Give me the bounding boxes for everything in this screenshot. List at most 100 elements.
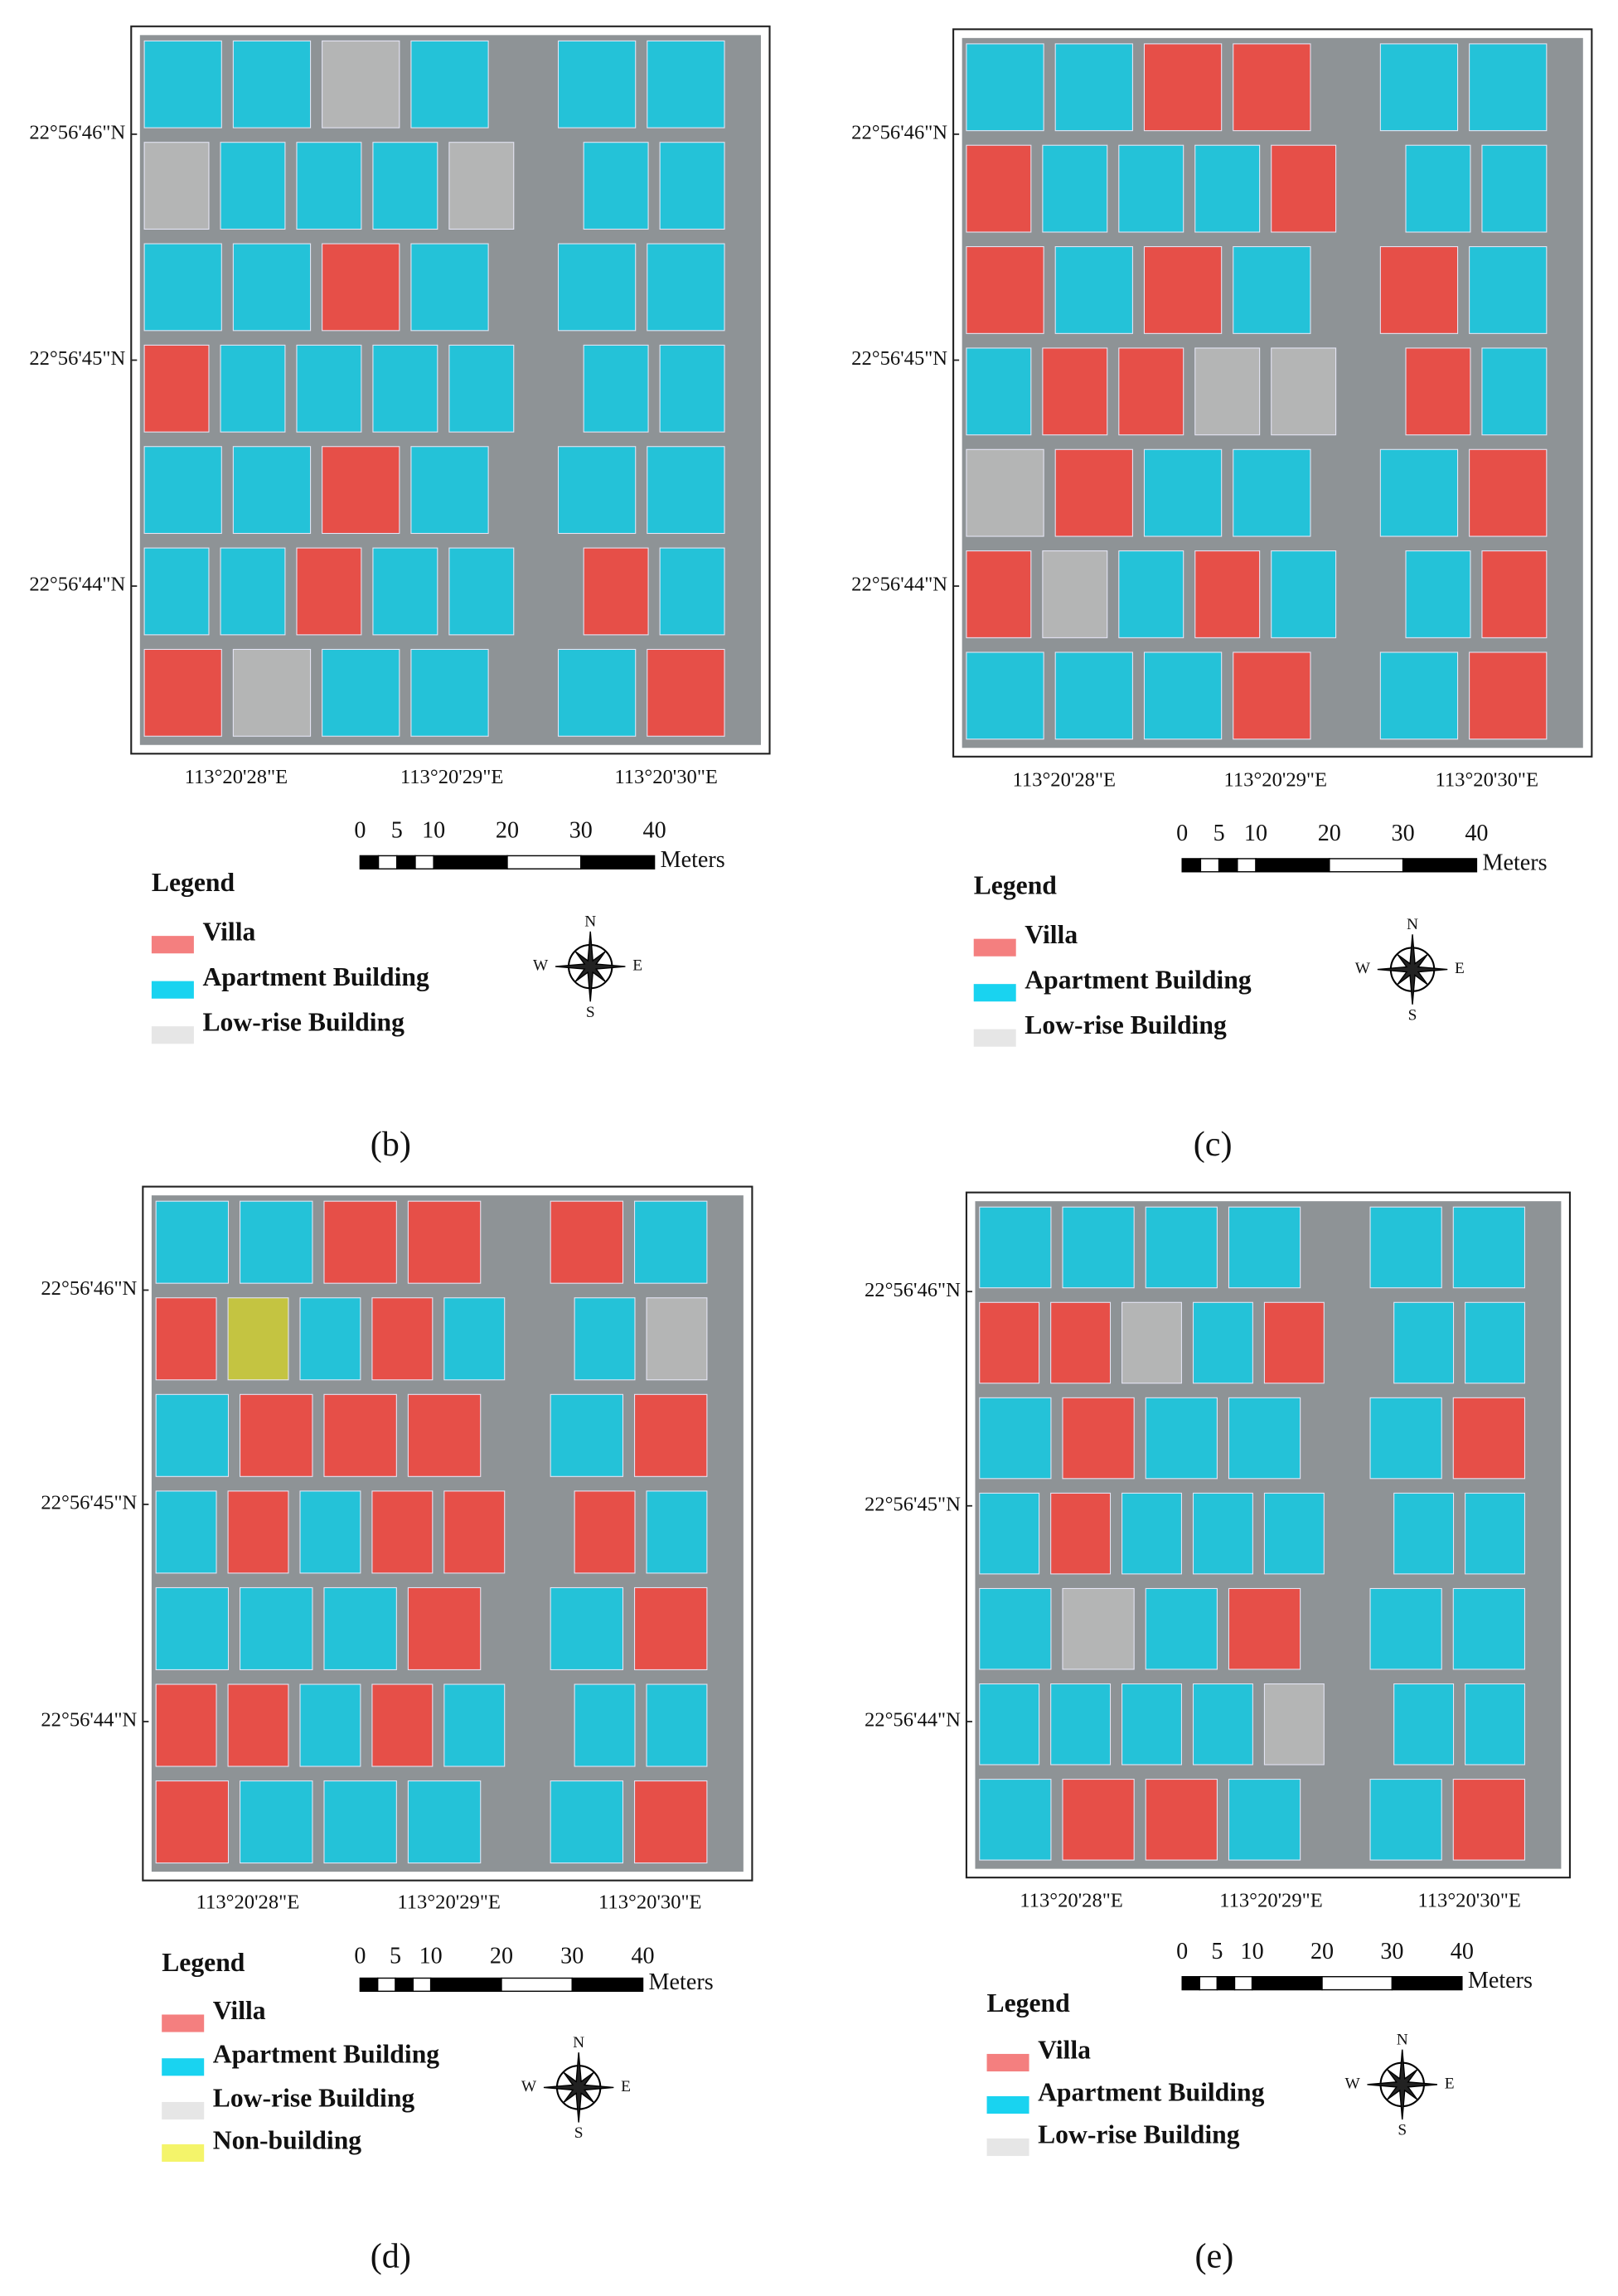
- panel-label: (d): [371, 2237, 411, 2276]
- scale-segment: [1251, 1976, 1323, 1991]
- building: [1118, 144, 1184, 233]
- scale-segment: [359, 855, 380, 869]
- scale-tick-label: 5: [1214, 821, 1225, 846]
- legend-swatch: [162, 2058, 205, 2076]
- legend-label: Apartment Building: [213, 2040, 440, 2069]
- scale-segment: [1237, 858, 1257, 873]
- longitude-label: 113°20'30"E: [1435, 768, 1538, 791]
- longitude-label: 113°20'28"E: [1020, 1890, 1123, 1912]
- compass-w: W: [1355, 960, 1371, 977]
- map-panel: 22°56'46"N 22°56'45"N 22°56'44"N 113°20'28"…: [29, 25, 771, 1164]
- building: [322, 243, 400, 332]
- legend-title: Legend: [974, 870, 1058, 899]
- building: [1054, 246, 1133, 334]
- building: [1465, 1683, 1525, 1766]
- building: [1369, 1779, 1442, 1861]
- building: [1469, 43, 1548, 132]
- building: [1233, 246, 1311, 334]
- building: [155, 1780, 230, 1864]
- legend-label: Apartment Building: [1025, 966, 1252, 995]
- compass-star: [543, 2052, 614, 2123]
- scale-segment: [571, 1977, 644, 1993]
- legend-label: Villa: [202, 918, 255, 947]
- scale-tick-label: 0: [354, 1943, 366, 1969]
- longitude-label: 113°20'28"E: [1012, 768, 1116, 791]
- building: [296, 142, 362, 230]
- scale-segment: [1199, 1976, 1218, 1991]
- building: [1042, 347, 1108, 436]
- building: [966, 448, 1044, 537]
- building: [659, 344, 725, 433]
- scale-segment: [1402, 858, 1478, 873]
- map-panel: 22°56'46"N 22°56'45"N 22°56'44"N 113°20'28"…: [865, 1191, 1572, 2276]
- building: [299, 1297, 361, 1381]
- building: [1121, 1492, 1182, 1575]
- building: [448, 142, 515, 230]
- building: [443, 1490, 506, 1574]
- compass-e: E: [621, 2078, 631, 2095]
- building: [1192, 1683, 1253, 1766]
- building: [410, 40, 489, 128]
- building: [1145, 1587, 1218, 1670]
- legend-label: Villa: [1038, 2035, 1091, 2064]
- building: [646, 1490, 708, 1574]
- scale-tick-label: 40: [1465, 821, 1488, 846]
- scale-tick-label: 20: [1318, 821, 1341, 846]
- building: [155, 1683, 217, 1767]
- building: [979, 1206, 1052, 1289]
- building: [232, 40, 312, 128]
- building: [1452, 1206, 1525, 1289]
- scale-unit: Meters: [1468, 1968, 1533, 1993]
- compass-w: W: [521, 2078, 537, 2095]
- compass-n: N: [584, 913, 596, 931]
- latitude-label: 22°56'44"N: [29, 574, 125, 596]
- scale-tick-label: 40: [1451, 1939, 1474, 1964]
- panel-label: (b): [371, 1125, 411, 1164]
- building: [227, 1490, 289, 1574]
- building: [143, 446, 222, 535]
- legend-label: Low-rise Building: [1038, 2119, 1240, 2148]
- building: [220, 344, 286, 433]
- building: [1469, 448, 1548, 537]
- scale-segment: [506, 855, 582, 869]
- building: [410, 243, 489, 332]
- legend-swatch: [986, 2095, 1029, 2114]
- scale-segment: [1218, 858, 1238, 873]
- building: [634, 1780, 708, 1864]
- legend-swatch: [151, 1026, 194, 1044]
- building: [1271, 550, 1337, 638]
- building: [1369, 1587, 1442, 1670]
- legend-title: Legend: [162, 1948, 245, 1977]
- scale-segment: [1181, 1976, 1200, 1991]
- building: [659, 142, 725, 230]
- scale-segment: [1321, 1976, 1393, 1991]
- building: [448, 547, 515, 636]
- building: [550, 1586, 624, 1670]
- compass-n: N: [1397, 2032, 1408, 2049]
- legend-swatch: [973, 984, 1016, 1002]
- building: [1405, 144, 1471, 233]
- building: [143, 243, 222, 332]
- building: [1233, 652, 1311, 740]
- compass-star: [1367, 2049, 1437, 2120]
- building: [966, 550, 1032, 638]
- longitude-label: 113°20'29"E: [1223, 768, 1327, 791]
- scale-segment: [376, 1977, 396, 1993]
- building: [232, 446, 312, 535]
- building: [966, 652, 1044, 740]
- building: [558, 648, 637, 737]
- longitude-label: 113°20'30"E: [598, 1891, 702, 1913]
- map-panel: 22°56'46"N 22°56'45"N 22°56'44"N 113°20'28"…: [41, 1185, 753, 2276]
- compass-s: S: [1398, 2122, 1407, 2139]
- legend-title: Legend: [987, 1988, 1071, 2017]
- scale-tick-label: 20: [490, 1943, 513, 1969]
- building: [979, 1492, 1040, 1575]
- building: [323, 1586, 397, 1670]
- building: [634, 1393, 708, 1477]
- panel-label: (c): [1194, 1125, 1233, 1164]
- building: [1379, 652, 1459, 740]
- building: [1369, 1397, 1442, 1480]
- scale-segment: [580, 855, 656, 869]
- building: [1145, 1397, 1218, 1480]
- scale-tick-label: 30: [1380, 1939, 1403, 1964]
